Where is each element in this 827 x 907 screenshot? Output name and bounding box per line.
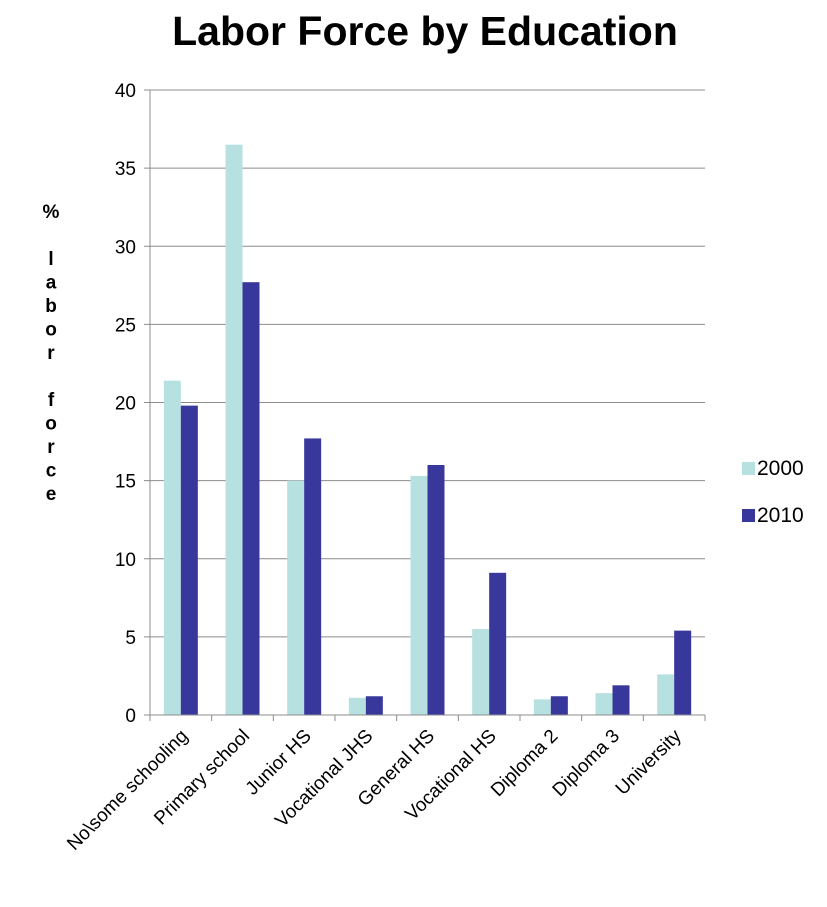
y-axis-label-glyph: r	[47, 343, 55, 364]
bar-2000-5	[472, 629, 490, 715]
bars	[163, 144, 692, 715]
y-tick-label: 10	[115, 550, 136, 571]
legend: 2000 2010	[742, 457, 804, 527]
legend-label: 2000	[757, 457, 804, 480]
y-tick-label: 0	[125, 706, 136, 727]
y-axis-label-glyph: c	[46, 461, 57, 482]
bar-2000-2	[287, 480, 305, 715]
y-axis-label-glyph: a	[46, 273, 57, 294]
y-tick-label: 25	[115, 315, 136, 336]
y-axis-ticks: 0 5 10 15 20 25 30 35 40	[115, 81, 150, 727]
bar-2000-3	[348, 697, 366, 715]
y-tick-label: 20	[115, 394, 136, 415]
bar-2010-0	[180, 405, 198, 715]
y-tick-label: 5	[125, 628, 136, 649]
bar-2000-8	[657, 674, 675, 715]
y-axis-label-glyph: %	[43, 202, 60, 223]
bar-2000-6	[533, 699, 551, 715]
x-category-label: No\some schooling	[63, 726, 192, 855]
x-category-label: University	[612, 725, 686, 799]
bar-2000-7	[595, 693, 613, 715]
y-axis-label-glyph: b	[45, 296, 57, 317]
bar-2000-0	[163, 380, 181, 715]
y-axis-label-glyph: o	[45, 414, 57, 435]
y-tick-label: 40	[115, 81, 136, 102]
x-category-label: Diploma 3	[549, 726, 624, 801]
chart-title: Labor Force by Education	[172, 8, 678, 54]
axes	[149, 90, 705, 716]
y-axis-label-glyph: f	[48, 390, 55, 411]
legend-label: 2010	[757, 504, 804, 527]
y-tick-label: 35	[115, 159, 136, 180]
bar-2010-4	[427, 465, 445, 715]
legend-swatch-2010	[742, 509, 755, 522]
bar-2010-2	[304, 438, 322, 715]
y-axis-label-glyph: r	[47, 437, 55, 458]
y-axis-label-glyph: o	[45, 320, 57, 341]
bar-2010-8	[674, 630, 692, 715]
bar-2000-1	[225, 144, 243, 715]
bar-2010-5	[489, 572, 507, 715]
y-tick-label: 15	[115, 472, 136, 493]
bar-2010-3	[365, 696, 383, 715]
y-axis-label-glyph: l	[48, 249, 53, 270]
bar-2010-6	[550, 696, 568, 715]
bar-2010-7	[612, 685, 630, 715]
y-axis-label-glyph: e	[46, 484, 57, 505]
y-tick-label: 30	[115, 237, 136, 258]
bar-2010-1	[242, 282, 260, 715]
legend-swatch-2000	[742, 462, 755, 475]
bar-2000-4	[410, 475, 428, 715]
